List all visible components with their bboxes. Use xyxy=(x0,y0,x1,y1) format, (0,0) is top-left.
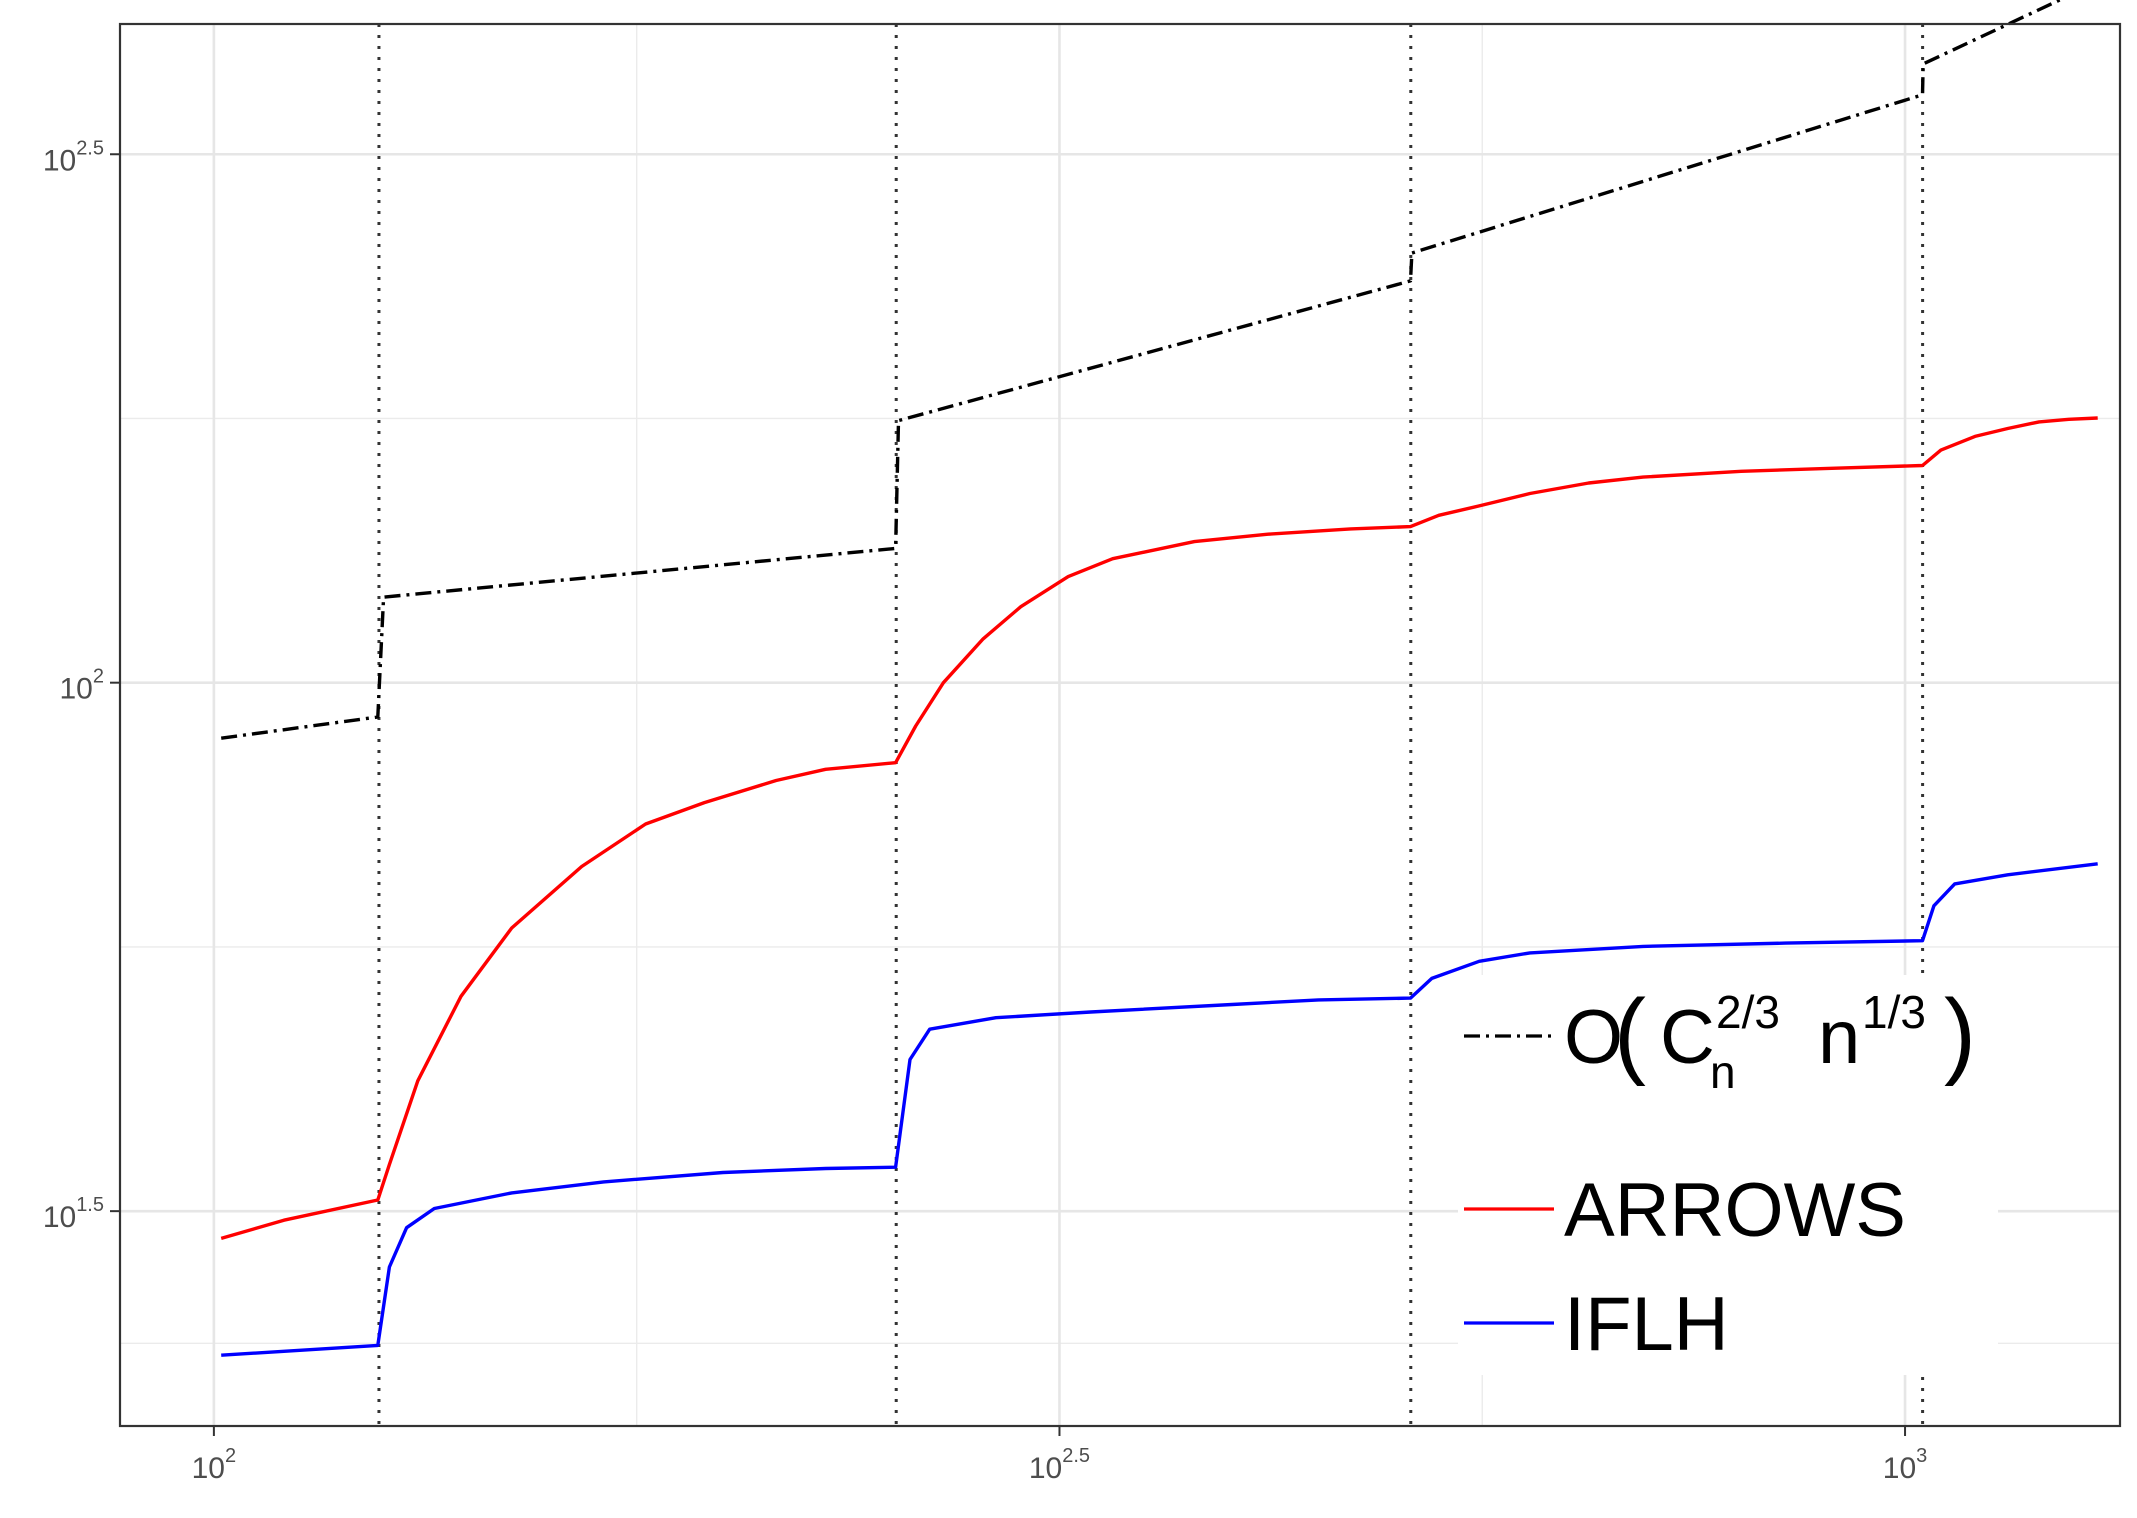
legend-background xyxy=(1458,975,1998,1375)
legend-left-paren: ( xyxy=(1614,980,1646,1087)
x-tick-label: 103 xyxy=(1883,1445,1928,1485)
legend-right-paren: ) xyxy=(1944,980,1976,1087)
plot-panel-border xyxy=(118,22,2122,1428)
series-line-iflh xyxy=(221,862,2098,1357)
legend-c-superscript: 2/3 xyxy=(1716,986,1780,1038)
y-tick-label: 102.5 xyxy=(43,137,104,177)
legend-n: n xyxy=(1818,995,1860,1080)
legend-label-iflh: IFLH xyxy=(1564,1282,1729,1367)
grid-lines xyxy=(120,24,2120,1426)
legend-c: C xyxy=(1660,995,1715,1080)
data-series xyxy=(220,0,2098,1357)
y-tick-label: 102 xyxy=(60,666,105,706)
series-line-o-c-n-2-3-n-1-3- xyxy=(220,0,2064,740)
series-line-arrows xyxy=(220,416,2098,1241)
y-tick-label: 101.5 xyxy=(43,1194,104,1234)
legend: O ( C 2/3 n n 1/3 ) ARROWS IFLH xyxy=(1458,975,1998,1375)
axis-ticks: 102 102.5 103 101.5 102 102.5 xyxy=(43,137,1927,1485)
x-tick-label: 102.5 xyxy=(1029,1445,1090,1485)
legend-n-superscript: 1/3 xyxy=(1862,986,1926,1038)
legend-label-arrows: ARROWS xyxy=(1564,1168,1906,1253)
legend-label-o-bound: O xyxy=(1564,995,1623,1080)
x-tick-label: 102 xyxy=(192,1445,237,1485)
legend-c-subscript: n xyxy=(1710,1046,1736,1098)
